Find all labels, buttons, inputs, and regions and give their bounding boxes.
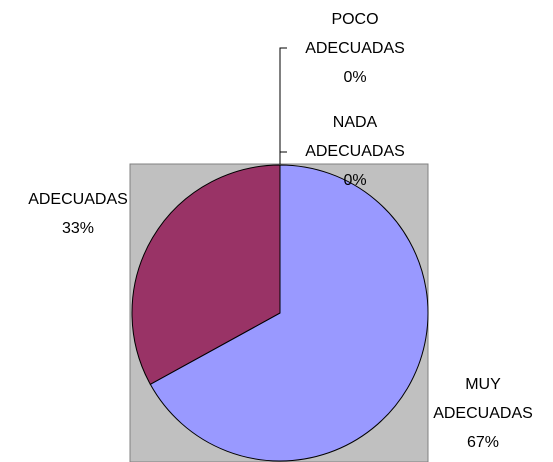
pie-slice bbox=[149, 164, 429, 462]
pie-slice bbox=[131, 164, 281, 385]
leader-line bbox=[279, 47, 287, 164]
slice-label: POCO ADECUADAS bbox=[305, 11, 405, 57]
value-label: 33% bbox=[62, 220, 94, 237]
value-label: 0% bbox=[343, 69, 366, 86]
slice-label: MUY ADECUADAS bbox=[433, 376, 533, 422]
slices bbox=[131, 164, 429, 462]
slice-label: ADECUADAS bbox=[28, 191, 128, 208]
value-label: 67% bbox=[467, 434, 499, 451]
slice-label: NADA ADECUADAS bbox=[305, 114, 405, 160]
value-label: 0% bbox=[343, 172, 366, 189]
